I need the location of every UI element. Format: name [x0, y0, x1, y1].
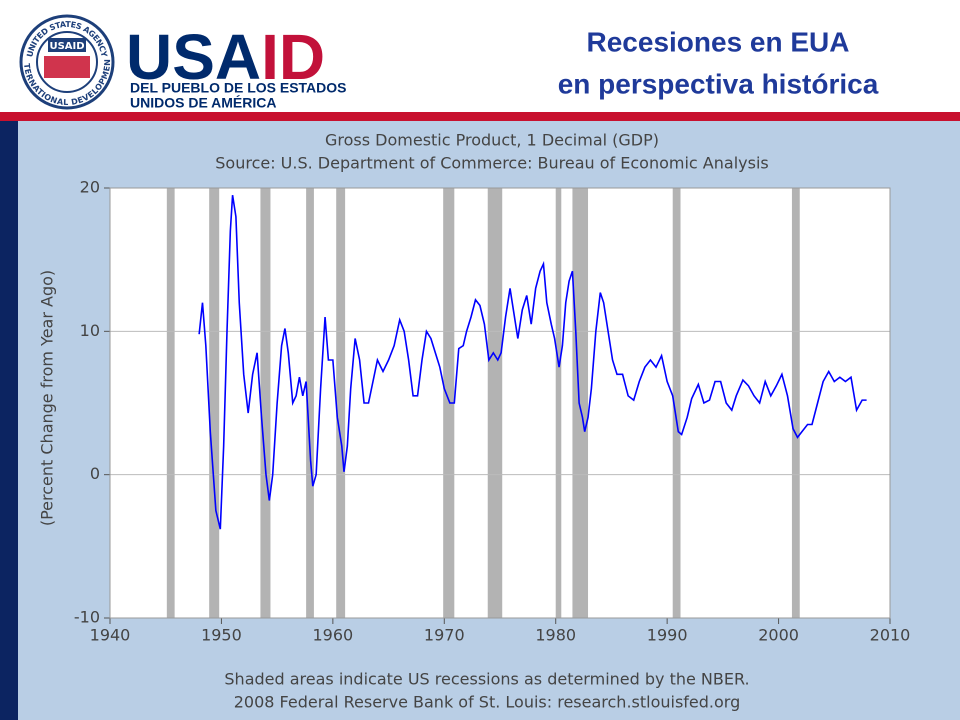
x-tick-label: 1980 — [535, 626, 576, 645]
x-tick-label: 1970 — [424, 626, 465, 645]
recession-band — [260, 188, 271, 618]
recession-band — [572, 188, 589, 618]
y-tick-label: 10 — [80, 321, 100, 340]
y-tick-label: -10 — [74, 608, 100, 627]
x-tick-label: 2000 — [758, 626, 799, 645]
note: Shaded areas indicate US recessions as d… — [224, 670, 749, 689]
recession-band — [672, 188, 681, 618]
plot: -10 0 10 20 1940 1950 1960 1970 1980 1990 2000 2010 — [74, 178, 911, 645]
recession-band — [555, 188, 562, 618]
recession-band — [166, 188, 175, 618]
chart-title: Gross Domestic Product, 1 Decimal (GDP) — [325, 131, 659, 150]
x-tick-label: 1940 — [90, 626, 131, 645]
y-tick-label: 20 — [80, 178, 100, 197]
recession-band — [209, 188, 220, 618]
seal-badge — [48, 38, 86, 52]
seal: UNITED STATES AGENCY INTERNATIONAL DEVEL… — [0, 0, 115, 110]
slide-title: en perspectiva histórica — [558, 68, 879, 99]
logo-id: ID — [261, 21, 325, 93]
recession-band — [487, 188, 503, 618]
red-bar — [0, 112, 960, 121]
recession-band — [336, 188, 346, 618]
slide-title: Recesiones en EUA — [587, 26, 850, 57]
recession-band — [791, 188, 800, 618]
recession-band — [306, 188, 314, 618]
x-tick-label: 1950 — [201, 626, 242, 645]
logo-word: USAID — [126, 21, 325, 93]
note: 2008 Federal Reserve Bank of St. Louis: … — [234, 693, 741, 712]
seal-hands — [44, 56, 90, 78]
logo-usa: USA — [126, 21, 261, 93]
x-tick-label: 1990 — [647, 626, 688, 645]
logo-line: UNIDOS DE AMÉRICA — [130, 95, 277, 111]
plot-frame — [109, 187, 891, 619]
recession-band — [443, 188, 455, 618]
logo-line: DEL PUEBLO DE LOS ESTADOS — [130, 80, 347, 96]
seal-center: USAID — [49, 41, 84, 52]
y-axis-label: (Percent Change from Year Ago) — [38, 270, 57, 526]
chart-subtitle: Source: U.S. Department of Commerce: Bur… — [215, 154, 768, 173]
navy-strip — [0, 121, 18, 720]
x-tick-label: 2010 — [870, 626, 911, 645]
data-line — [198, 195, 867, 530]
x-tick-label: 1960 — [312, 626, 353, 645]
header-bg — [0, 0, 960, 112]
y-tick-label: 0 — [90, 464, 100, 483]
